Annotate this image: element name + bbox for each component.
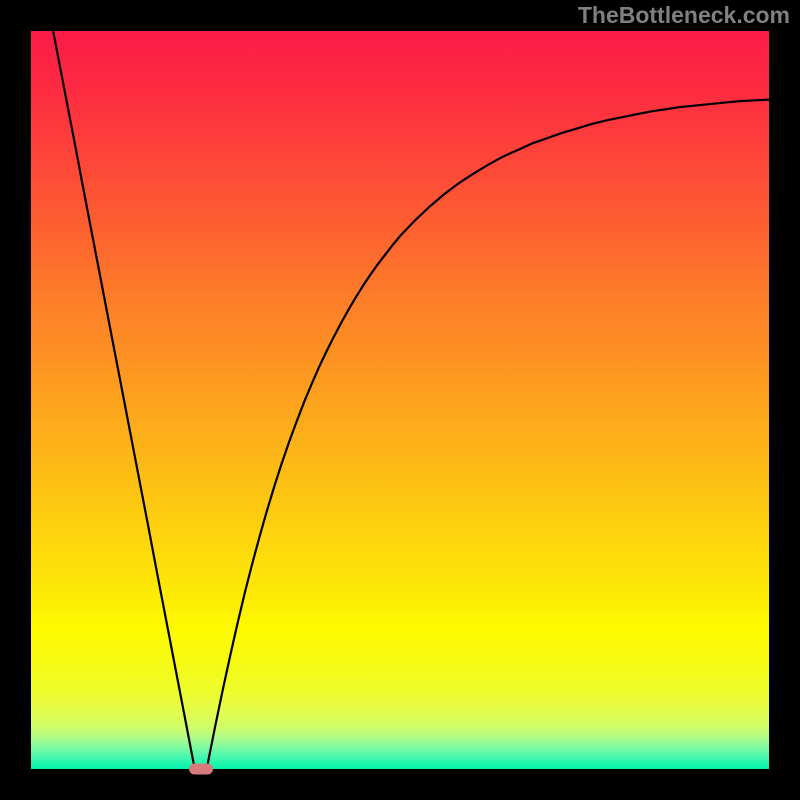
plot-background <box>31 31 769 769</box>
chart-container: TheBottleneck.com <box>0 0 800 800</box>
minimum-marker <box>189 764 213 775</box>
plot-svg <box>0 0 800 800</box>
